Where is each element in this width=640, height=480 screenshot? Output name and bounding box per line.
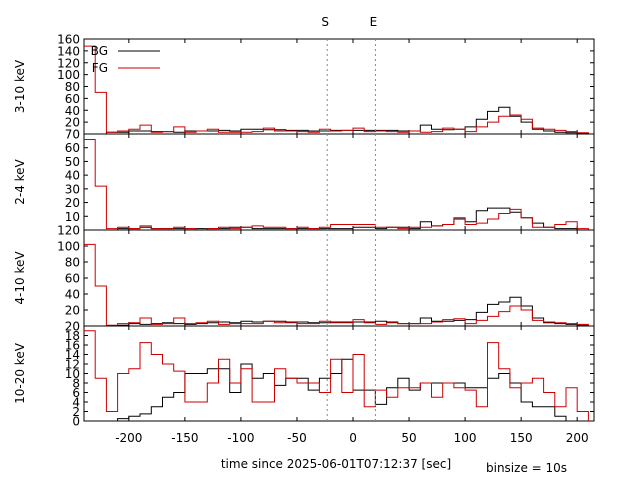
- y-axis-label: 10-20 keV: [13, 342, 27, 404]
- y-tick-label: 18: [65, 329, 80, 343]
- legend: BG FG: [91, 44, 160, 75]
- series-fg-line: [84, 243, 589, 326]
- x-tick-label: -50: [287, 431, 307, 445]
- panel-frame: [83, 133, 595, 231]
- panel-3: 20 20 40 60 80 100 4-10 keV: [13, 229, 595, 334]
- series-bg-line: [84, 207, 589, 231]
- y-tick-label: 20: [65, 116, 80, 130]
- x-tick-label: 200: [566, 431, 589, 445]
- y-tick-label: 80: [65, 80, 80, 94]
- x-tick-label: 0: [349, 431, 357, 445]
- y-tick-label: 120: [57, 224, 80, 238]
- panel-frame: [83, 229, 595, 327]
- y-tick-label: 40: [65, 104, 80, 118]
- y-tick-label: 10: [65, 367, 80, 381]
- series-fg-line: [84, 45, 589, 134]
- x-axis: -200 -150 -100 -50 0 50 100 150 200: [115, 431, 588, 445]
- series-bg-line: [84, 358, 589, 422]
- marker-label-e: E: [370, 15, 378, 29]
- x-tick-label: 150: [510, 431, 533, 445]
- y-tick-label: 60: [65, 272, 80, 286]
- y-tick-label: 40: [65, 169, 80, 183]
- series-bg-line: [84, 106, 589, 135]
- y-tick-label: 100: [57, 240, 80, 254]
- binsize-label: binsize = 10s: [486, 461, 567, 475]
- y-tick-label: 30: [65, 182, 80, 196]
- x-tick-label: 50: [401, 431, 416, 445]
- y-tick-label: 80: [65, 256, 80, 270]
- y-tick-label: 70: [65, 128, 80, 142]
- marker-label-s: S: [321, 15, 329, 29]
- y-axis-label: 3-10 keV: [13, 59, 27, 113]
- y-tick-label: 140: [57, 44, 80, 58]
- y-tick-label: 20: [65, 320, 80, 334]
- x-axis-label: time since 2025-06-01T07:12:37 [sec]: [221, 457, 451, 471]
- y-tick-label: 160: [57, 33, 80, 47]
- legend-label-fg: FG: [92, 61, 108, 75]
- panel-frame: [83, 38, 595, 135]
- y-tick-label: 20: [65, 196, 80, 210]
- y-tick-label: 16: [65, 339, 80, 353]
- series-fg-line: [84, 139, 589, 231]
- series-fg-line: [84, 330, 589, 421]
- y-tick-label: 6: [72, 386, 80, 400]
- y-axis-label: 2-4 keV: [13, 158, 27, 204]
- y-tick-label: 2: [72, 405, 80, 419]
- y-tick-label: 12: [65, 358, 80, 372]
- y-tick-label: 100: [57, 68, 80, 82]
- y-axis-label: 4-10 keV: [13, 251, 27, 305]
- y-tick-label: 40: [65, 288, 80, 302]
- x-tick-label: -150: [171, 431, 198, 445]
- x-tick-label: -100: [227, 431, 254, 445]
- y-tick-label: 10: [65, 210, 80, 224]
- y-tick-label: 8: [72, 377, 80, 391]
- legend-label-bg: BG: [91, 44, 108, 58]
- y-tick-label: 60: [65, 92, 80, 106]
- x-tick-label: 100: [454, 431, 477, 445]
- y-tick-label: 50: [65, 155, 80, 169]
- y-tick-label: 60: [65, 141, 80, 155]
- y-tick-label: 120: [57, 56, 80, 70]
- series-bg-line: [84, 296, 589, 327]
- y-tick-label: 20: [65, 304, 80, 318]
- x-tick-label: -200: [115, 431, 142, 445]
- y-tick-label: 4: [72, 396, 80, 410]
- y-tick-label: 0: [72, 415, 80, 429]
- y-tick-label: 14: [65, 348, 80, 362]
